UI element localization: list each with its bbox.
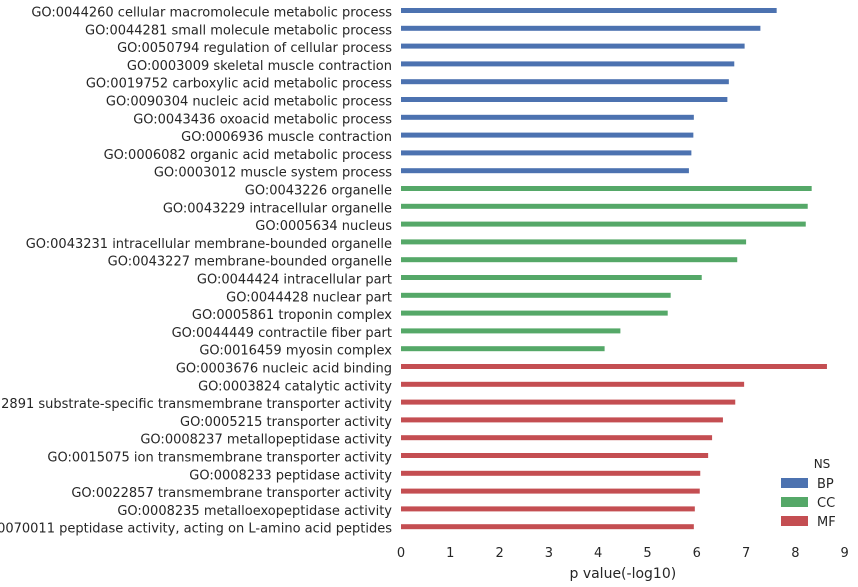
bar: [401, 168, 689, 174]
category-label: GO:0022857 transmembrane transporter act…: [71, 486, 392, 501]
category-labels: GO:0044260 cellular macromolecule metabo…: [0, 6, 392, 537]
bar: [401, 417, 723, 423]
bar: [401, 346, 605, 352]
x-axis: 0 1 2 3 4 5 6 7 8 9: [397, 546, 849, 561]
bar: [401, 524, 694, 530]
bar: [401, 399, 736, 405]
x-tick-label: 8: [791, 546, 799, 561]
bar: [401, 435, 713, 441]
legend-swatch: [781, 478, 808, 488]
category-label: GO:0090304 nucleic acid metabolic proces…: [106, 95, 392, 110]
bar: [401, 453, 709, 458]
x-tick-label: 7: [742, 546, 750, 561]
legend: NS BP CC MF: [781, 457, 836, 530]
category-label: GO:0003824 catalytic activity: [198, 379, 392, 394]
legend-label: CC: [817, 496, 835, 511]
legend-swatch: [781, 497, 808, 507]
category-label: GO:0044281 small molecule metabolic proc…: [85, 23, 392, 38]
legend-label: MF: [817, 515, 836, 530]
x-tick-label: 5: [643, 546, 651, 561]
bar: [401, 203, 808, 209]
category-label: GO:0003676 nucleic acid binding: [176, 362, 392, 377]
bar: [401, 506, 695, 512]
bar: [401, 364, 827, 369]
bar: [401, 470, 701, 476]
category-label: GO:0070011 peptidase activity, acting on…: [0, 522, 392, 537]
x-tick-label: 6: [693, 546, 701, 561]
bar: [401, 328, 621, 334]
legend-title: NS: [814, 457, 831, 471]
category-label: GO:0043226 organelle: [245, 184, 392, 199]
category-label: GO:0016459 myosin complex: [199, 344, 392, 359]
category-label: GO:0043229 intracellular organelle: [163, 201, 392, 216]
bar: [401, 79, 729, 85]
category-label: GO:0008235 metalloexopeptidase activity: [117, 504, 392, 519]
legend-label: BP: [817, 477, 834, 492]
category-label: GO:0006936 muscle contraction: [181, 130, 392, 145]
category-label: GO:0043436 oxoacid metabolic process: [133, 112, 392, 127]
x-tick-label: 2: [495, 546, 503, 561]
bar: [401, 150, 692, 156]
category-label: GO:0008233 peptidase activity: [189, 468, 392, 483]
bar: [401, 221, 806, 227]
category-label: GO:0005634 nucleus: [255, 219, 392, 234]
category-label: GO:0022891 substrate-specific transmembr…: [0, 397, 392, 412]
bar: [401, 25, 761, 31]
category-label: GO:0015075 ion transmembrane transporter…: [47, 451, 392, 466]
bars: [401, 8, 827, 530]
bar: [401, 43, 745, 49]
bar: [401, 275, 702, 280]
legend-swatch: [781, 516, 808, 526]
category-label: GO:0003009 skeletal muscle contraction: [127, 59, 392, 74]
bar: [401, 8, 777, 13]
x-tick-label: 0: [397, 546, 405, 561]
bar: [401, 292, 671, 298]
category-label: GO:0050794 regulation of cellular proces…: [117, 41, 392, 56]
category-label: GO:0003012 muscle system process: [154, 166, 392, 181]
category-label: GO:0019752 carboxylic acid metabolic pro…: [86, 77, 392, 92]
x-tick-label: 1: [446, 546, 454, 561]
bar: [401, 257, 738, 263]
category-label: GO:0044260 cellular macromolecule metabo…: [31, 6, 392, 21]
x-tick-label: 9: [841, 546, 849, 561]
category-label: GO:0044449 contractile fiber part: [172, 326, 392, 341]
category-label: GO:0008237 metallopeptidase activity: [140, 433, 392, 448]
bar: [401, 61, 735, 67]
category-label: GO:0044428 nuclear part: [226, 290, 392, 305]
bar: [401, 239, 747, 245]
bar: [401, 488, 700, 494]
bar: [401, 114, 694, 120]
x-tick-label: 3: [545, 546, 553, 561]
category-label: GO:0005215 transporter activity: [180, 415, 392, 430]
bar: [401, 310, 668, 316]
bar: [401, 97, 728, 102]
category-label: GO:0043231 intracellular membrane-bounde…: [26, 237, 392, 252]
x-axis-title: p value(-log10): [569, 566, 676, 582]
bar: [401, 381, 745, 387]
category-label: GO:0043227 membrane-bounded organelle: [108, 255, 392, 270]
category-label: GO:0005861 troponin complex: [192, 308, 392, 323]
bar: [401, 132, 694, 138]
bar: [401, 186, 812, 191]
x-tick-label: 4: [594, 546, 602, 561]
category-label: GO:0044424 intracellular part: [197, 273, 392, 288]
category-label: GO:0006082 organic acid metabolic proces…: [104, 148, 393, 163]
